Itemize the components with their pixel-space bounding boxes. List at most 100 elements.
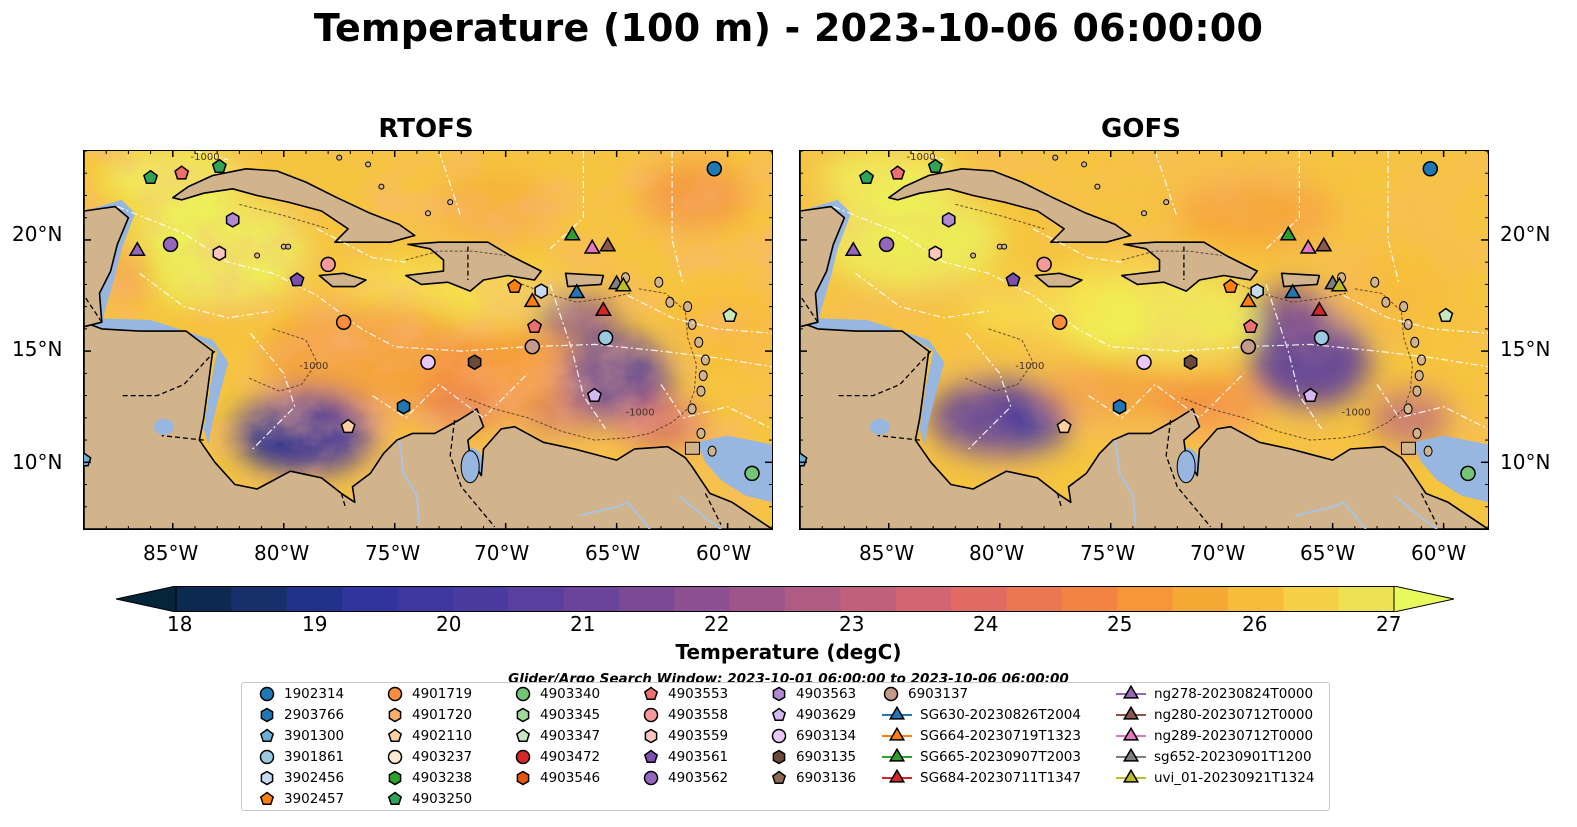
- marker-6903137: [524, 338, 541, 355]
- marker-4901719: [1051, 314, 1068, 330]
- antilles-island: [700, 354, 710, 366]
- river: [578, 501, 651, 529]
- lake-nicaragua: [869, 418, 890, 435]
- marker-SG684: [1310, 301, 1328, 317]
- marker-3902457: [1223, 278, 1239, 294]
- eez-boundary: [316, 228, 406, 263]
- legend-label: ng289-20230712T0000: [1154, 728, 1314, 744]
- marker-3901861: [1313, 330, 1330, 346]
- depth-contour: [964, 328, 1034, 392]
- marker-4903558: [1036, 256, 1052, 273]
- eez-boundary: [660, 384, 772, 430]
- legend-swatch: [387, 728, 403, 743]
- lon-tick-gofs-85: 85°W: [859, 541, 915, 565]
- marker-SG630: [568, 283, 586, 299]
- legend-label: 4903472: [540, 749, 601, 765]
- legend-swatch: [882, 706, 912, 720]
- legend-swatch: [882, 748, 912, 762]
- map-rtofs[interactable]: -1000 -1000 -1000: [83, 150, 773, 530]
- marker-6903134: [420, 354, 436, 370]
- legend-item: SG630-20230826T2004: [882, 706, 1081, 724]
- eez-boundary: [910, 151, 945, 161]
- antilles-island: [665, 296, 675, 308]
- marker-ng289: [583, 238, 601, 254]
- country-border: [704, 493, 722, 525]
- legend-label: 4903629: [796, 707, 857, 723]
- legend-title: Glider/Argo Search Window: 2023-10-01 06…: [508, 671, 1069, 683]
- colorbar-segment: [1117, 586, 1174, 612]
- legend-item: 6903134: [770, 727, 856, 745]
- country-border: [84, 295, 103, 323]
- legend-item: uvi_01-20230921T1324: [1116, 769, 1314, 787]
- marker-ng278: [128, 241, 146, 257]
- land: [84, 151, 772, 529]
- legend-label: uvi_01-20230921T1324: [1154, 770, 1315, 786]
- depth-contour: [405, 250, 506, 261]
- legend-marker: [387, 728, 403, 743]
- antilles-island: [687, 318, 697, 330]
- legend-label: 2903766: [284, 707, 345, 723]
- observation-markers: [800, 158, 1476, 482]
- small-island: [365, 161, 372, 168]
- legend-label: 1902314: [284, 686, 345, 702]
- legend-swatch: [772, 749, 786, 765]
- colorbar-tick-26: 26: [1242, 612, 1268, 636]
- antilles-island: [1412, 427, 1422, 439]
- marker-6903134: [1136, 354, 1152, 370]
- legend-swatch: [388, 770, 402, 786]
- marker-ng289: [1299, 238, 1317, 254]
- legend-item: 4903559: [642, 727, 728, 745]
- legend-swatch: [387, 749, 403, 765]
- trinidad: [684, 441, 700, 455]
- colorbar-segment: [895, 586, 952, 612]
- antilles-island: [1414, 370, 1424, 382]
- marker-4903347: [1438, 307, 1454, 322]
- colorbar-title: Temperature (degC): [675, 640, 902, 664]
- legend-label: 3902456: [284, 770, 345, 786]
- marker-4903250: [211, 158, 227, 173]
- legend-marker: [883, 686, 899, 702]
- legend-marker: [772, 686, 786, 702]
- marker-4903250: [927, 158, 943, 173]
- land-jamaica: [318, 272, 367, 288]
- map-gofs[interactable]: -1000 -1000 -1000: [799, 150, 1489, 530]
- depth-contour: [1121, 250, 1222, 261]
- legend-item: 3901300: [258, 727, 344, 745]
- marker-4903340: [1460, 465, 1476, 482]
- land-cuba: [888, 167, 1132, 243]
- marker-4903558: [320, 256, 336, 273]
- country-border: [1056, 493, 1063, 510]
- legend-item: 4903553: [642, 685, 728, 703]
- legend-marker: [643, 686, 659, 701]
- colorbar-segment: [1227, 586, 1284, 612]
- legend-swatch: [644, 728, 658, 744]
- antilles-island: [1416, 354, 1426, 366]
- marker-6903135: [1183, 354, 1198, 371]
- legend-swatch: [1116, 706, 1146, 720]
- legend-label: SG684-20230711T1347: [920, 770, 1081, 786]
- eez-boundary: [372, 372, 529, 419]
- colorbar-frame: [175, 586, 1395, 612]
- legend-item: 4903558: [642, 706, 728, 724]
- marker-SG630: [1284, 283, 1302, 299]
- river: [678, 494, 722, 529]
- country-border: [449, 419, 496, 528]
- marker-4903553: [174, 165, 190, 180]
- country-border: [1165, 419, 1212, 528]
- legend-label: 4903558: [668, 707, 729, 723]
- marker-3901861: [597, 330, 614, 346]
- lat-tick-left-20: 20°N: [12, 222, 63, 246]
- colorbar-tick-19: 19: [302, 612, 328, 636]
- panel-title-rtofs: RTOFS: [378, 114, 474, 144]
- colorbar-arrow-high: [1393, 585, 1455, 613]
- legend-marker: [888, 748, 906, 762]
- lon-tick-gofs-65: 65°W: [1300, 541, 1356, 565]
- marker-SG684: [594, 301, 612, 317]
- legend-item: 6903136: [770, 769, 856, 787]
- legend-swatch: [515, 686, 531, 702]
- small-island: [970, 252, 977, 259]
- legend-swatch: [882, 769, 912, 783]
- marker-SG664: [523, 292, 541, 308]
- antilles-island: [683, 301, 693, 313]
- legend-label: 6903134: [796, 728, 857, 744]
